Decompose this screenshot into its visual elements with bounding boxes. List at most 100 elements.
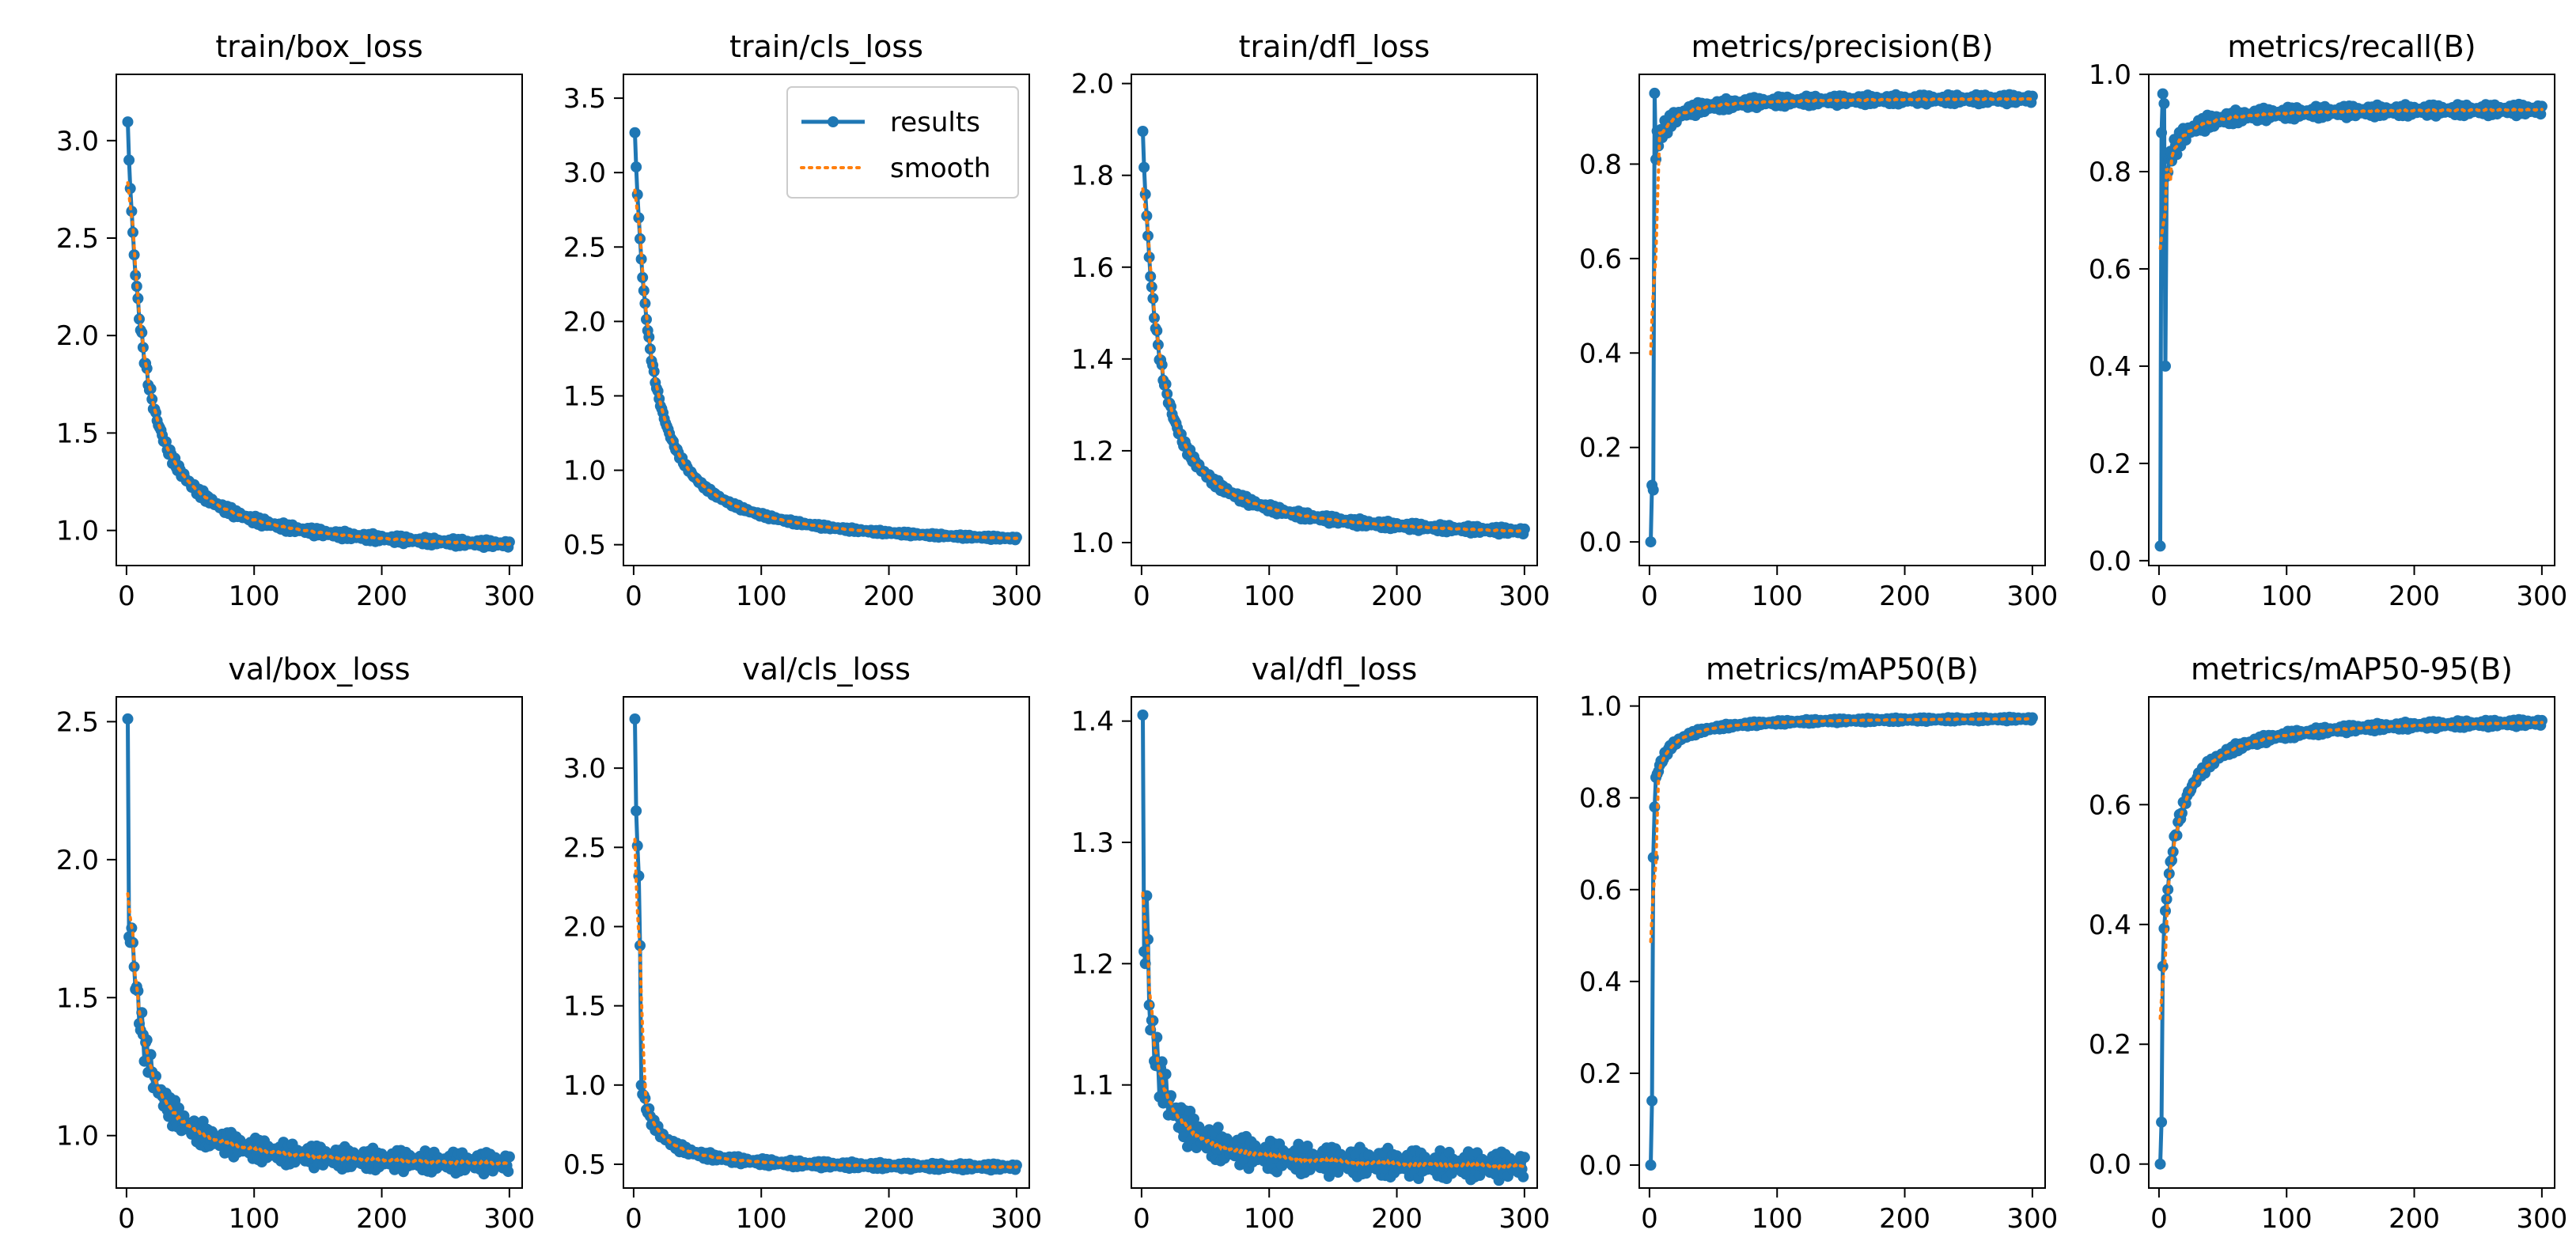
results-point <box>1010 1160 1022 1171</box>
results-point <box>1143 999 1155 1011</box>
y-tick-label: 3.0 <box>563 157 606 189</box>
axes-frame <box>1638 696 2046 1189</box>
results-point <box>631 805 642 817</box>
x-tick-label: 100 <box>2261 1203 2313 1235</box>
y-tick-label: 1.4 <box>1071 706 1114 738</box>
y-tick-label: 1.0 <box>2089 59 2131 91</box>
series-smooth-line <box>1141 891 1526 1171</box>
results-point <box>1646 1095 1658 1107</box>
y-tick-label: 1.0 <box>563 1070 606 1102</box>
y-tick-label: 1.3 <box>1071 827 1114 859</box>
x-tick-label: 200 <box>356 581 407 612</box>
results-point <box>1137 126 1149 137</box>
y-tick-label: 0.0 <box>2089 546 2131 577</box>
results-point <box>141 362 153 374</box>
x-tick-label: 0 <box>118 1203 135 1235</box>
axes-frame <box>116 74 523 566</box>
results-point <box>2158 97 2170 109</box>
subplot-title: metrics/mAP50-95(B) <box>2191 652 2513 687</box>
y-tick-label: 1.6 <box>1071 252 1114 284</box>
x-tick-label: 100 <box>1244 1203 1295 1235</box>
series-smooth-line <box>2158 107 2544 251</box>
axes-frame <box>2148 696 2555 1189</box>
y-tick-label: 1.0 <box>56 1121 99 1152</box>
subplot-train-cls-loss: train/cls_loss 0 100 200 300 0.5 1.0 1.5 2.0 2.5 3… <box>563 29 1042 612</box>
results-point <box>1518 1152 1530 1164</box>
subplot-title: val/cls_loss <box>742 652 911 687</box>
x-tick-label: 0 <box>118 581 135 612</box>
y-tick-label: 2.0 <box>56 320 99 352</box>
results-point <box>2156 1116 2168 1128</box>
subplot-val-cls-loss: val/cls_loss 0 100 200 300 0.5 1.0 1.5 2.0 2.5 3.0 <box>563 652 1042 1235</box>
results-point <box>2154 1158 2166 1170</box>
results-point <box>1188 1113 1199 1125</box>
y-tick-label: 0.6 <box>1579 875 1622 906</box>
results-point <box>503 536 515 548</box>
series-smooth-line <box>633 838 1018 1169</box>
results-point <box>631 161 642 173</box>
x-tick-label: 300 <box>2006 1203 2058 1235</box>
x-tick-label: 200 <box>863 1203 915 1235</box>
results-point <box>2157 88 2169 100</box>
x-tick-label: 200 <box>1879 581 1930 612</box>
x-tick-label: 300 <box>2006 581 2058 612</box>
x-tick-label: 100 <box>1752 1203 1803 1235</box>
results-point <box>1160 1069 1172 1080</box>
results-point <box>2158 922 2170 934</box>
y-tick-label: 1.2 <box>1071 436 1114 467</box>
x-tick-label: 100 <box>736 581 787 612</box>
y-tick-label: 0.4 <box>2089 351 2131 383</box>
results-point <box>122 116 134 128</box>
y-tick-label: 0.2 <box>2089 1029 2131 1061</box>
y-tick-label: 1.0 <box>1071 528 1114 559</box>
x-tick-label: 300 <box>991 581 1042 612</box>
results-point <box>132 293 144 305</box>
series-smooth-line <box>126 181 511 547</box>
x-tick-label: 300 <box>2516 1203 2567 1235</box>
results-point <box>1156 1056 1168 1068</box>
legend-results-marker <box>828 116 839 127</box>
x-tick-label: 200 <box>356 1203 407 1235</box>
results-point <box>1645 536 1657 548</box>
x-tick-label: 0 <box>1641 1203 1658 1235</box>
subplot-metrics-precision-b: metrics/precision(B) 0 100 200 300 0.0 0.2 0.4 0… <box>1579 29 2058 612</box>
y-tick-label: 0.8 <box>1579 783 1622 815</box>
y-tick-label: 2.0 <box>563 911 606 943</box>
results-point <box>122 713 134 725</box>
x-tick-label: 200 <box>1879 1203 1930 1235</box>
series-results-markers <box>1137 126 1530 540</box>
x-tick-label: 0 <box>1641 581 1658 612</box>
y-tick-label: 0.4 <box>1579 967 1622 998</box>
y-tick-label: 2.0 <box>1071 69 1114 100</box>
axes-frame <box>623 74 1030 566</box>
subplot-metrics-map50-95-b: metrics/mAP50-95(B) 0 100 200 300 0.0 0.2 0.4 0.… <box>2089 652 2567 1235</box>
y-tick-label: 1.5 <box>563 380 606 412</box>
y-tick-label: 0.0 <box>1579 1150 1622 1182</box>
results-point <box>639 1092 651 1104</box>
series-results-markers <box>1645 87 2038 548</box>
y-tick-label: 1.8 <box>1071 161 1114 192</box>
results-point <box>130 270 142 282</box>
x-tick-label: 200 <box>1371 1203 1422 1235</box>
x-tick-label: 0 <box>1133 1203 1150 1235</box>
results-point <box>2536 100 2548 112</box>
subplot-title: val/box_loss <box>228 652 410 687</box>
y-tick-label: 2.0 <box>563 306 606 338</box>
y-tick-label: 0.6 <box>1579 244 1622 275</box>
x-tick-label: 100 <box>1244 581 1295 612</box>
y-tick-label: 1.5 <box>56 982 99 1014</box>
y-tick-label: 0.2 <box>1579 433 1622 464</box>
x-tick-label: 100 <box>736 1203 787 1235</box>
subplot-metrics-map50-b: metrics/mAP50(B) 0 100 200 300 0.0 0.2 0.4 0.6 0.… <box>1579 652 2058 1235</box>
axes-frame <box>116 696 523 1189</box>
x-tick-label: 300 <box>2516 581 2567 612</box>
legend: results smooth <box>786 86 1019 199</box>
y-tick-label: 0.4 <box>1579 338 1622 369</box>
x-tick-label: 0 <box>1133 581 1150 612</box>
results-point <box>1301 1141 1313 1152</box>
subplot-title: train/box_loss <box>215 29 422 64</box>
y-tick-label: 1.4 <box>1071 344 1114 376</box>
results-point <box>146 393 158 405</box>
subplot-val-dfl-loss: val/dfl_loss 0 100 200 300 1.1 1.2 1.3 1.4 <box>1071 652 1550 1235</box>
